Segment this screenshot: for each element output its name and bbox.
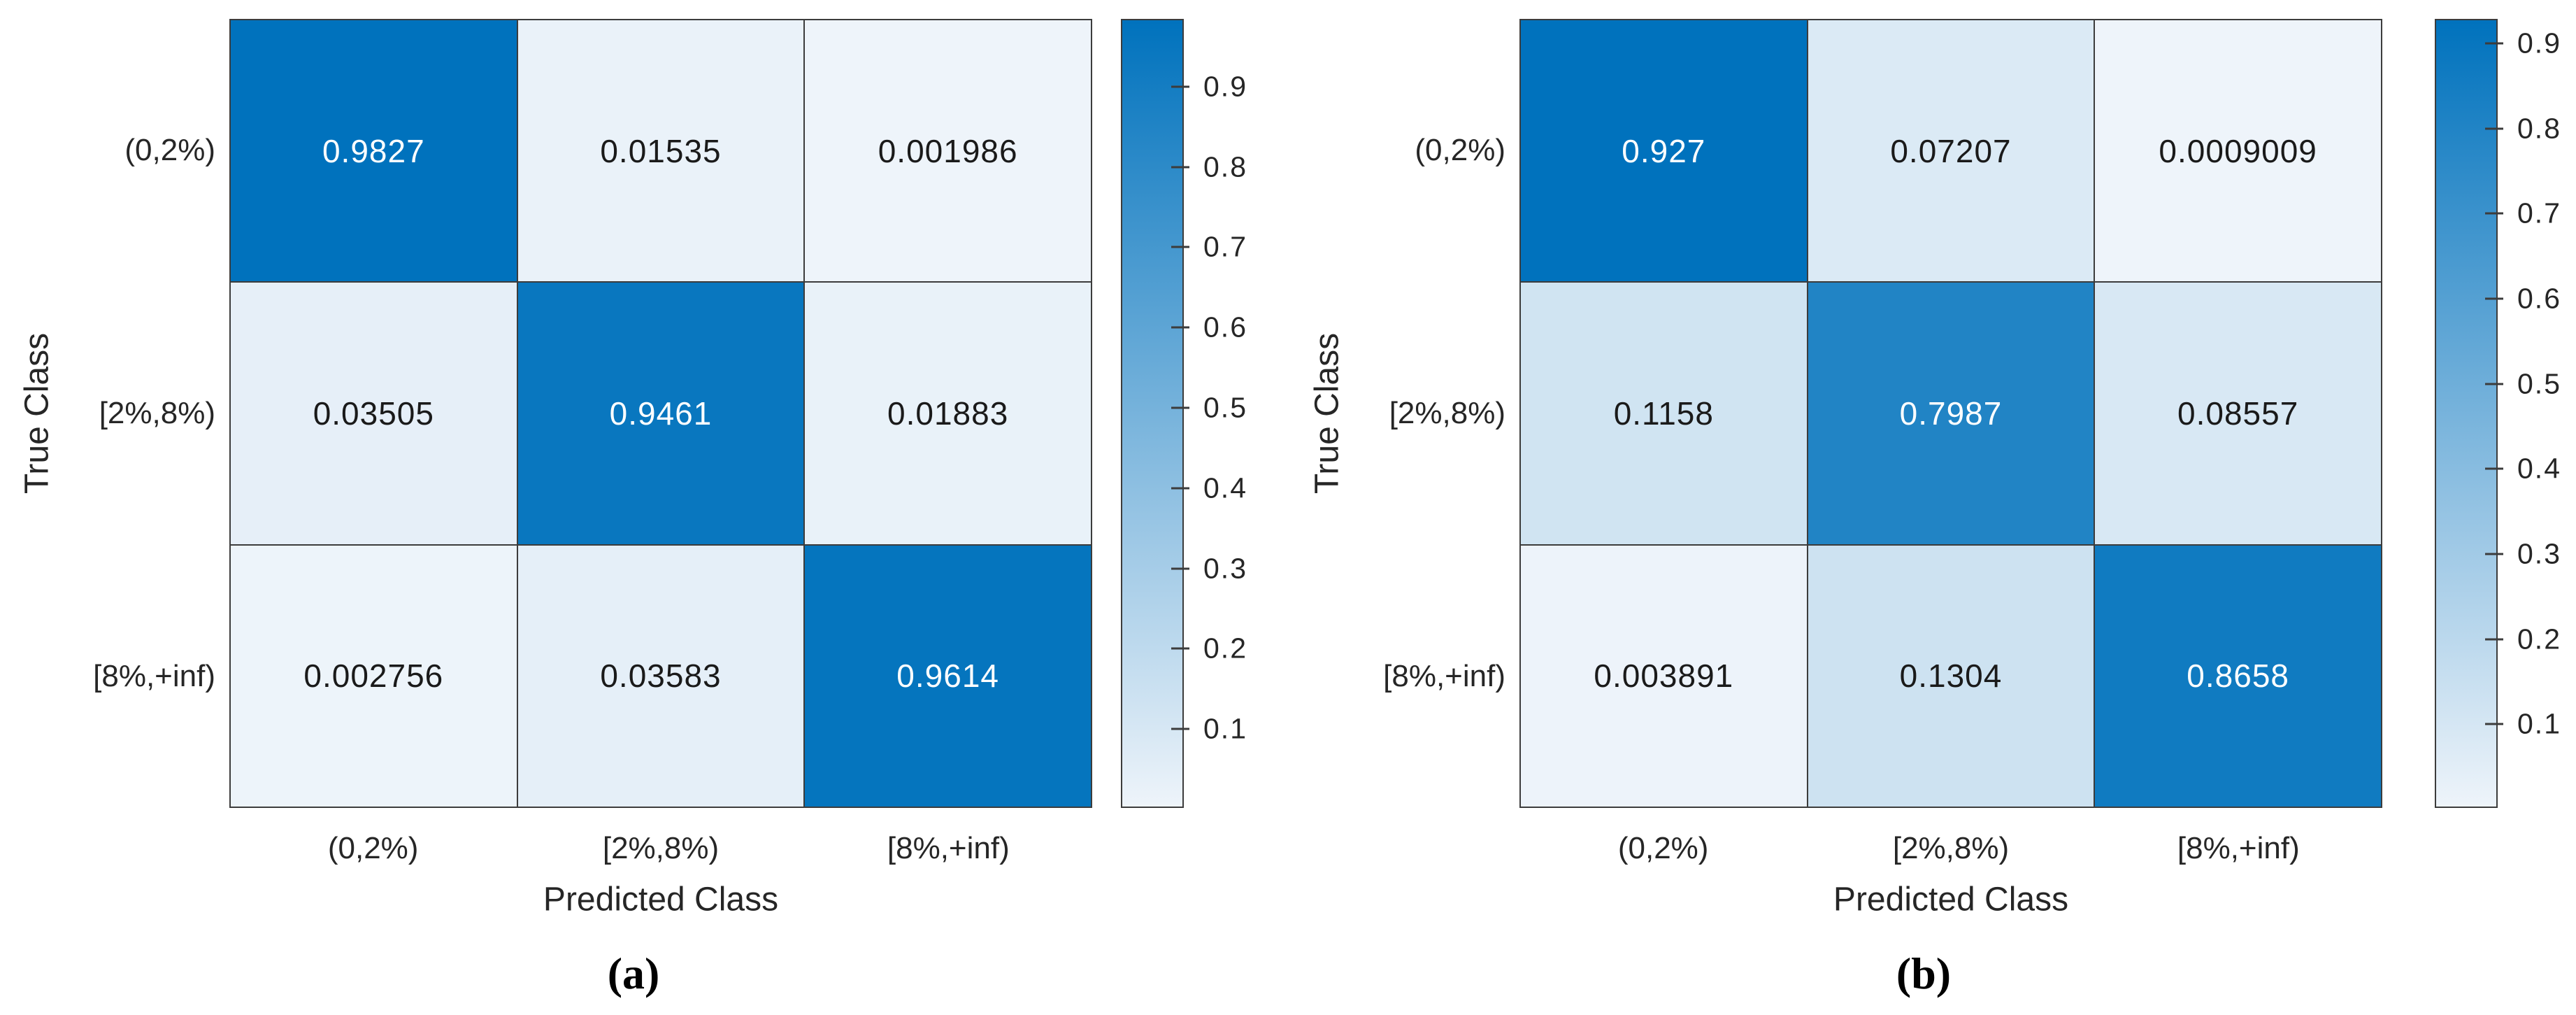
colorbar-tick-mark bbox=[1171, 406, 1189, 409]
colorbar-tick-label: 0.4 bbox=[1203, 471, 1247, 504]
column-label: [2%,8%) bbox=[1892, 831, 2010, 865]
matrix-cell-value: 0.9461 bbox=[609, 395, 713, 432]
matrix-cell: 0.001986 bbox=[805, 20, 1091, 282]
colorbar-tick-mark bbox=[1171, 326, 1189, 329]
colorbar-tick-label: 0.7 bbox=[1203, 230, 1247, 263]
colorbar-tick-label: 0.6 bbox=[2517, 282, 2561, 315]
colorbar-tick-label: 0.8 bbox=[1203, 150, 1247, 183]
row-label: (0,2%) bbox=[1415, 133, 1505, 167]
matrix-cell: 0.003891 bbox=[1521, 545, 1807, 807]
colorbar-tick-label: 0.5 bbox=[2517, 367, 2561, 400]
matrix-cell: 0.927 bbox=[1521, 20, 1807, 282]
colorbar-tick-label: 0.3 bbox=[1203, 552, 1247, 585]
matrix-grid: 0.927 0.07207 0.0009009 0.1158 0.7987 0.08557… bbox=[1519, 19, 2382, 808]
column-label: [2%,8%) bbox=[602, 831, 720, 865]
colorbar: 0.1 0.2 0.3 0.4 0.5 0.6 0.7 0.8 0.9 bbox=[2435, 19, 2560, 808]
matrix-cell: 0.9461 bbox=[517, 283, 804, 544]
matrix-cell-value: 0.9827 bbox=[322, 132, 425, 169]
matrix-cell: 0.002756 bbox=[231, 545, 517, 807]
row-label: [2%,8%) bbox=[1389, 396, 1505, 430]
matrix-cell-value: 0.03583 bbox=[600, 658, 722, 695]
colorbar-tick-label: 0.4 bbox=[2517, 452, 2561, 485]
confusion-matrix-panel-a: True Class (0,2%) [2%,8%) [8%,+inf) 0.9827… bbox=[19, 0, 1246, 1015]
matrix-cell-value: 0.1158 bbox=[1613, 395, 1714, 432]
colorbar-tick-mark bbox=[2485, 297, 2503, 300]
colorbar: 0.1 0.2 0.3 0.4 0.5 0.6 0.7 0.8 0.9 bbox=[1121, 19, 1246, 808]
matrix-cell: 0.9614 bbox=[805, 545, 1091, 807]
colorbar-tick-label: 0.2 bbox=[1203, 632, 1247, 665]
matrix-cell: 0.01883 bbox=[805, 283, 1091, 544]
matrix-cell: 0.8658 bbox=[2095, 545, 2381, 807]
colorbar-tick-label: 0.5 bbox=[1203, 391, 1247, 424]
matrix-cell-value: 0.927 bbox=[1622, 132, 1706, 169]
matrix-cell-value: 0.0009009 bbox=[2159, 132, 2317, 169]
matrix-grid: 0.9827 0.01535 0.001986 0.03505 0.9461 0.0188… bbox=[229, 19, 1092, 808]
column-label: (0,2%) bbox=[1617, 831, 1709, 865]
column-label: (0,2%) bbox=[327, 831, 419, 865]
matrix-cell-value: 0.003891 bbox=[1594, 658, 1734, 695]
colorbar-tick-mark bbox=[1171, 727, 1189, 730]
colorbar-tick-label: 0.7 bbox=[2517, 197, 2561, 229]
matrix-cell-value: 0.001986 bbox=[878, 132, 1018, 169]
matrix-cell-value: 0.8658 bbox=[2187, 658, 2289, 695]
colorbar-tick-mark bbox=[1171, 567, 1189, 570]
matrix-cell: 0.7987 bbox=[1808, 283, 2094, 544]
panel-caption: (b) bbox=[1896, 949, 1952, 998]
panel-caption: (a) bbox=[607, 949, 660, 998]
matrix-cell-value: 0.01535 bbox=[600, 132, 722, 169]
row-label: [8%,+inf) bbox=[93, 659, 215, 693]
colorbar-tick-mark bbox=[2485, 127, 2503, 130]
matrix-cell: 0.03505 bbox=[231, 283, 517, 544]
colorbar-tick-mark bbox=[1171, 487, 1189, 490]
colorbar-tick-label: 0.8 bbox=[2517, 112, 2561, 145]
colorbar-tick-label: 0.9 bbox=[2517, 27, 2561, 59]
colorbar-tick-mark bbox=[2485, 467, 2503, 470]
colorbar-tick-label: 0.6 bbox=[1203, 311, 1247, 343]
row-label: [2%,8%) bbox=[99, 396, 215, 430]
matrix-cell-value: 0.01883 bbox=[887, 395, 1009, 432]
colorbar-tick-mark bbox=[1171, 647, 1189, 650]
colorbar-tick-mark bbox=[1171, 85, 1189, 88]
matrix-cell-value: 0.07207 bbox=[1890, 132, 2012, 169]
colorbar-tick-label: 0.2 bbox=[2517, 623, 2561, 655]
colorbar-tick-label: 0.9 bbox=[1203, 70, 1247, 103]
x-axis-label: Predicted Class bbox=[543, 881, 779, 918]
matrix-cell-value: 0.03505 bbox=[313, 395, 434, 432]
colorbar-tick-mark bbox=[2485, 212, 2503, 215]
confusion-matrix-panel-b: True Class (0,2%) [2%,8%) [8%,+inf) 0.927 0… bbox=[1309, 0, 2560, 1015]
matrix-cell-value: 0.002756 bbox=[303, 658, 444, 695]
x-axis-label: Predicted Class bbox=[1833, 881, 2069, 918]
colorbar-tick-label: 0.1 bbox=[1203, 712, 1247, 745]
colorbar-tick-mark bbox=[2485, 723, 2503, 725]
matrix-cell: 0.9827 bbox=[231, 20, 517, 282]
colorbar-tick-mark bbox=[2485, 42, 2503, 45]
matrix-cell-value: 0.08557 bbox=[2177, 395, 2299, 432]
colorbar-tick-mark bbox=[2485, 383, 2503, 385]
row-label: [8%,+inf) bbox=[1383, 659, 1505, 693]
colorbar-tick-label: 0.1 bbox=[2517, 707, 2561, 740]
column-label: [8%,+inf) bbox=[887, 831, 1010, 865]
matrix-cell: 0.0009009 bbox=[2095, 20, 2381, 282]
matrix-cell-value: 0.1304 bbox=[1899, 658, 2003, 695]
matrix-cell: 0.08557 bbox=[2095, 283, 2381, 544]
matrix-cell: 0.01535 bbox=[517, 20, 804, 282]
row-label: (0,2%) bbox=[124, 133, 215, 167]
column-label: [8%,+inf) bbox=[2177, 831, 2300, 865]
matrix-cell: 0.1158 bbox=[1521, 283, 1807, 544]
colorbar-tick-mark bbox=[1171, 166, 1189, 169]
colorbar-tick-mark bbox=[1171, 246, 1189, 248]
colorbar-tick-mark bbox=[2485, 553, 2503, 555]
matrix-cell: 0.03583 bbox=[517, 545, 804, 807]
matrix-cell-value: 0.7987 bbox=[1899, 395, 2003, 432]
colorbar-tick-label: 0.3 bbox=[2517, 537, 2561, 570]
colorbar-tick-mark bbox=[2485, 638, 2503, 641]
matrix-cell: 0.1304 bbox=[1808, 545, 2094, 807]
matrix-cell: 0.07207 bbox=[1808, 20, 2094, 282]
matrix-cell-value: 0.9614 bbox=[896, 658, 999, 695]
